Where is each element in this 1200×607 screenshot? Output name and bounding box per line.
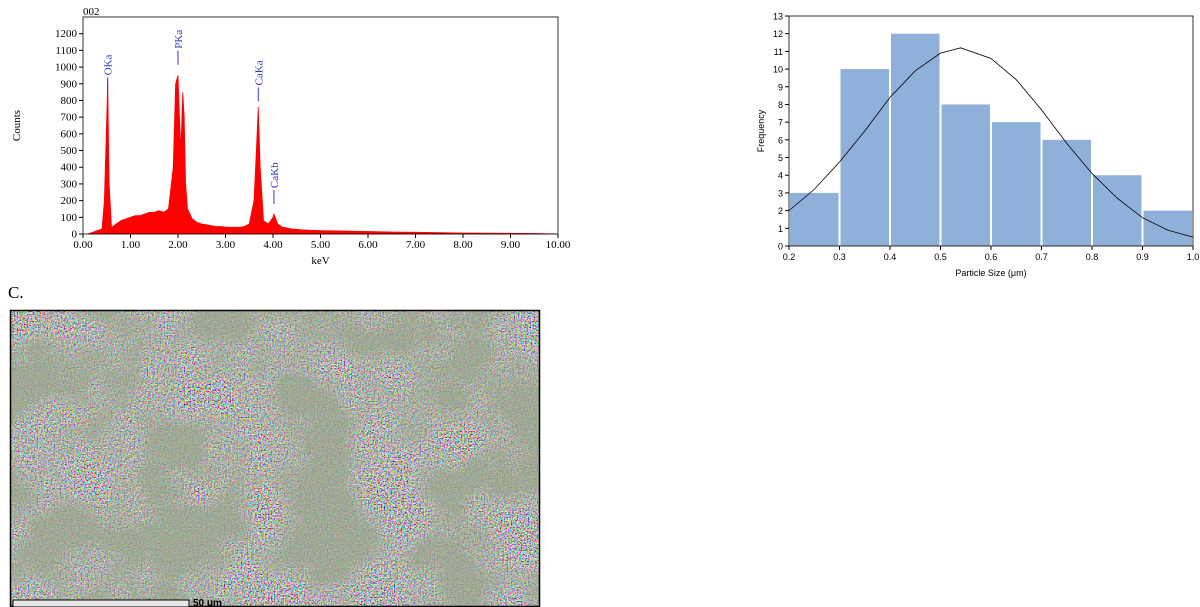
y-tick-label: 11 [774, 47, 783, 57]
y-tick-label: 100 [61, 212, 78, 224]
bar [841, 69, 890, 246]
x-tick-label: 0.7 [1035, 252, 1048, 262]
bar [1144, 211, 1193, 246]
y-tick-label: 200 [61, 195, 78, 207]
spectrum [88, 75, 558, 234]
x-tick-label: 0.2 [783, 252, 796, 262]
y-tick-label: 7 [778, 118, 783, 128]
x-tick-label: 0.4 [884, 252, 897, 262]
x-tick-label: 0.9 [1136, 252, 1149, 262]
peak-label: CaKa [253, 60, 265, 85]
peak-label: CaKb [269, 162, 281, 188]
y-tick-label: 1 [778, 224, 783, 234]
micrograph [10, 310, 540, 607]
page: OKa PKa CaKa CaKb 0 100 200 300 400 500 600 700 800 9… [0, 0, 1200, 607]
bar [1043, 140, 1092, 246]
y-tick-label: 1200 [55, 28, 78, 40]
y-tick-label: 800 [61, 95, 78, 107]
x-tick-label: 0.5 [934, 252, 947, 262]
y-tick-label: 12 [773, 29, 783, 39]
y-tick-label: 500 [61, 145, 78, 157]
x-tick-label: 2.00 [168, 239, 188, 251]
y-tick-label: 6 [778, 135, 783, 145]
y-tick-label: 1000 [55, 62, 78, 74]
bar [1093, 175, 1142, 246]
y-tick-label: 5 [778, 153, 783, 163]
bar [942, 104, 991, 246]
y-axis-label: Counts [11, 110, 23, 141]
x-tick-label: 10.00 [546, 239, 571, 251]
x-tick-label: 5.00 [311, 239, 331, 251]
y-tick-label: 1100 [55, 45, 77, 57]
y-tick-label: 13 [773, 12, 783, 22]
x-axis-label: keV [311, 255, 329, 267]
y-axis-label: Frequency [756, 109, 766, 152]
y-tick-label: 900 [61, 78, 78, 90]
x-tick-label: 0.6 [985, 252, 998, 262]
scale-bar-label: 50 μm [193, 598, 222, 607]
y-tick-label: 0 [778, 242, 783, 252]
x-tick-label: 9.00 [501, 239, 521, 251]
bar [891, 34, 940, 246]
y-tick-label: 600 [61, 128, 78, 140]
y-tick-label: 2 [778, 206, 783, 216]
scale-bar [13, 600, 189, 607]
x-tick-label: 4.00 [263, 239, 283, 251]
x-tick-label: 1.00 [121, 239, 141, 251]
x-tick-label: 0.3 [833, 252, 846, 262]
y-tick-label: 4 [778, 171, 783, 181]
bar [790, 193, 839, 246]
x-tick-label: 0.8 [1086, 252, 1099, 262]
x-axis-label: Particle Size (μm) [955, 268, 1026, 278]
plot-frame [83, 17, 558, 234]
eds-spectrum: OKaPKaCaKaCaKb01002003004005006007008009… [11, 6, 571, 267]
x-tick-label: 3.00 [216, 239, 236, 251]
x-tick-label: 6.00 [358, 239, 378, 251]
y-tick-label: 8 [778, 100, 783, 110]
y-tick-label: 400 [61, 162, 78, 174]
bar [992, 122, 1041, 246]
y-tick-label: 9 [778, 82, 783, 92]
x-tick-label: 0.00 [73, 239, 93, 251]
x-tick-label: 8.00 [453, 239, 473, 251]
y-tick-label: 3 [778, 188, 783, 198]
y-tick-label: 300 [61, 178, 78, 190]
figure: OKa PKa CaKa CaKb 0 100 200 300 400 500 600 700 800 9… [0, 0, 1200, 607]
chart-title: 002 [83, 6, 100, 18]
peak-label: OKa [103, 55, 115, 76]
peak-label: PKa [173, 30, 185, 49]
x-tick-label: 7.00 [406, 239, 426, 251]
x-tick-label: 1.0 [1187, 252, 1200, 262]
y-tick-label: 10 [773, 65, 783, 75]
y-tick-label: 700 [61, 112, 78, 124]
panel-label: C. [8, 283, 24, 302]
